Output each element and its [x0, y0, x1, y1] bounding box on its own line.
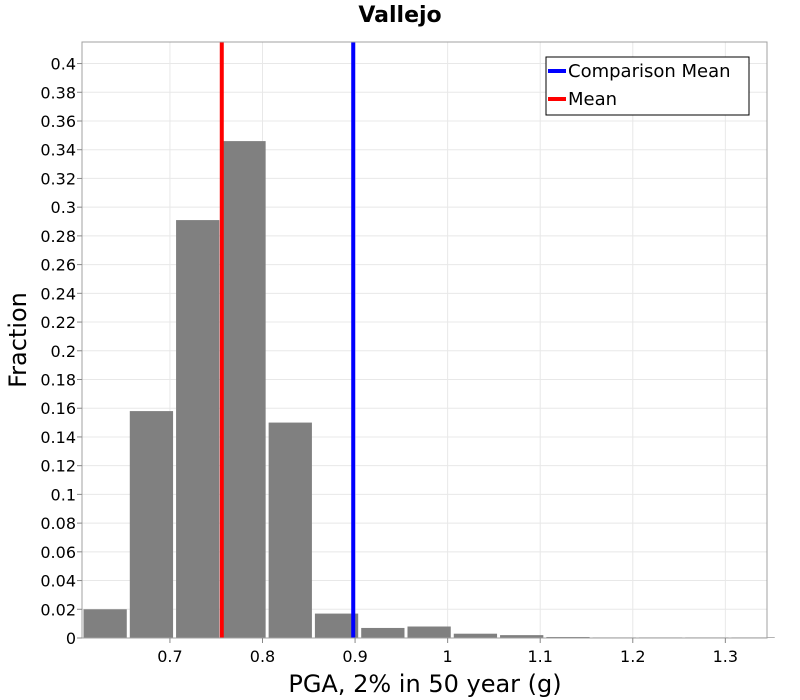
- y-tick-label: 0.22: [40, 313, 76, 332]
- y-tick-label: 0.38: [40, 83, 76, 102]
- y-tick-label: 0.14: [40, 428, 76, 447]
- y-tick-label: 0.36: [40, 112, 76, 131]
- x-tick-label: 1: [443, 647, 453, 666]
- x-axis-ticks: 0.7 0.8 0.9 1 1.1 1.2 1.3: [157, 638, 738, 666]
- y-axis-label: Fraction: [4, 292, 32, 388]
- mean-lines: [219, 42, 356, 638]
- histogram-bar: [314, 613, 359, 638]
- y-tick-label: 0.18: [40, 370, 76, 389]
- plot-frame: [81, 41, 768, 639]
- legend: Comparison Mean Mean: [545, 56, 750, 116]
- y-tick-label: 0.32: [40, 169, 76, 188]
- y-tick-label: 0.28: [40, 227, 76, 246]
- chart-title: Vallejo: [358, 3, 441, 28]
- y-tick-label: 0.02: [40, 600, 76, 619]
- y-tick-label: 0.2: [51, 342, 76, 361]
- histogram-bar: [129, 411, 174, 638]
- bars: [83, 141, 775, 639]
- histogram-bar: [268, 422, 312, 638]
- histogram-bar: [83, 609, 127, 638]
- x-tick-label: 0.9: [342, 647, 367, 666]
- histogram-bar: [222, 141, 266, 638]
- legend-box: [545, 56, 750, 116]
- x-tick-label: 1.2: [620, 647, 645, 666]
- x-tick-label: 1.1: [527, 647, 552, 666]
- y-tick-label: 0.24: [40, 284, 76, 303]
- y-tick-label: 0.06: [40, 543, 76, 562]
- x-tick-label: 1.3: [713, 647, 738, 666]
- legend-label-mean: Mean: [568, 89, 617, 110]
- y-tick-label: 0: [66, 629, 76, 648]
- y-tick-label: 0.04: [40, 572, 76, 591]
- histogram-bar: [500, 635, 544, 638]
- y-tick-label: 0.08: [40, 514, 76, 533]
- y-tick-label: 0.12: [40, 457, 76, 476]
- legend-label-comparison-mean: Comparison Mean: [568, 61, 731, 82]
- y-tick-label: 0.1: [51, 485, 76, 504]
- histogram-bar: [546, 636, 590, 638]
- y-tick-label: 0.4: [51, 55, 76, 74]
- y-tick-label: 0.16: [40, 399, 76, 418]
- y-axis-ticks: 0 0.02 0.04 0.06 0.08 0.1 0.12 0.14 0.16 0.18 0.2 0…: [40, 55, 82, 648]
- x-tick-label: 0.7: [157, 647, 182, 666]
- y-tick-label: 0.34: [40, 141, 76, 160]
- histogram-bar: [453, 633, 498, 638]
- x-axis-label: PGA, 2% in 50 year (g): [288, 670, 561, 698]
- histogram-bar: [407, 626, 451, 638]
- y-tick-label: 0.26: [40, 256, 76, 275]
- histogram-bar: [176, 220, 220, 639]
- x-tick-label: 0.8: [250, 647, 275, 666]
- y-tick-label: 0.3: [51, 198, 76, 217]
- histogram-bar: [361, 627, 405, 638]
